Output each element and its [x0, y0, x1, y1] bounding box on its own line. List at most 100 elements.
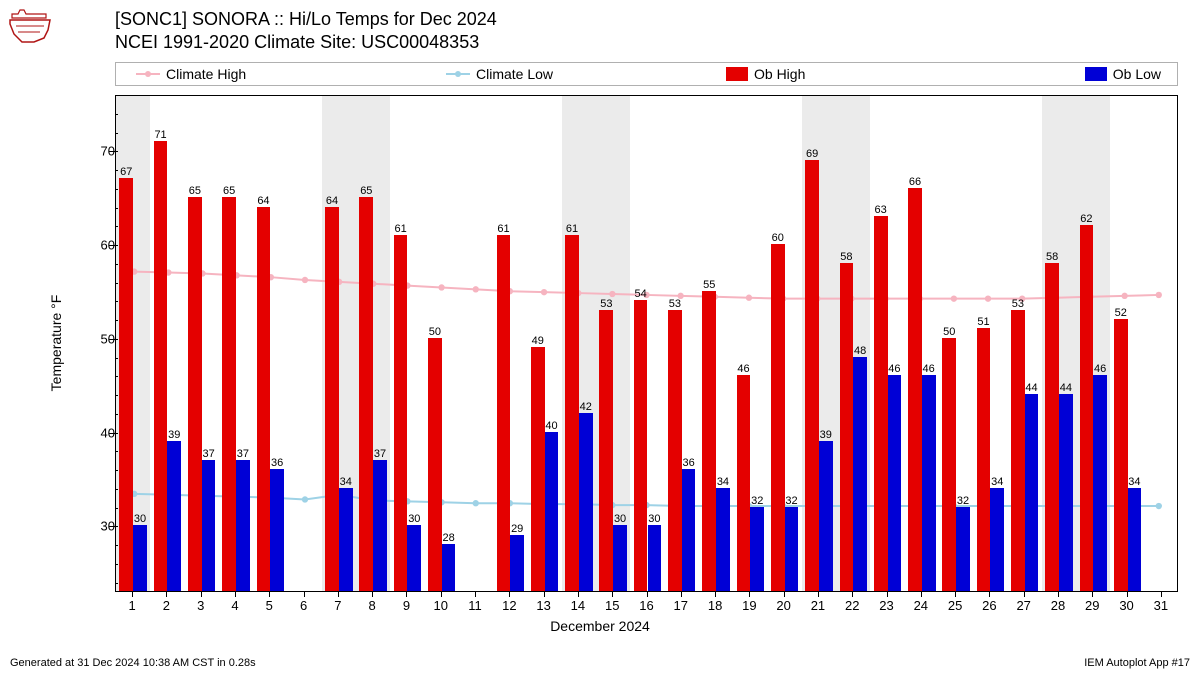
ob-low-label: 36	[271, 457, 283, 469]
legend-swatch-ob-low	[1085, 67, 1107, 81]
ob-high-label: 69	[806, 148, 818, 160]
ob-high-label: 54	[635, 288, 647, 300]
x-tick-mark	[166, 592, 167, 597]
x-tick-mark	[1092, 592, 1093, 597]
footer-generated: Generated at 31 Dec 2024 10:38 AM CST in…	[10, 657, 256, 669]
y-minor-tick	[115, 114, 118, 115]
title-line-1: [SONC1] SONORA :: Hi/Lo Temps for Dec 20…	[115, 8, 497, 31]
ob-high-label: 53	[669, 298, 681, 310]
climate-high-marker	[746, 295, 752, 301]
x-tick-label: 29	[1085, 598, 1099, 613]
ob-high-bar	[394, 235, 408, 591]
x-tick-mark	[1127, 592, 1128, 597]
x-tick-label: 12	[502, 598, 516, 613]
y-minor-tick	[115, 226, 118, 227]
x-tick-label: 24	[914, 598, 928, 613]
ob-high-bar	[119, 178, 133, 591]
x-tick-label: 2	[163, 598, 170, 613]
x-tick-mark	[132, 592, 133, 597]
y-minor-tick	[115, 395, 118, 396]
ob-high-bar	[977, 328, 991, 591]
ob-high-bar	[908, 188, 922, 591]
ob-low-label: 32	[957, 495, 969, 507]
ob-low-bar	[167, 441, 181, 591]
ob-low-label: 30	[134, 513, 146, 525]
climate-high-marker	[302, 277, 308, 283]
x-tick-label: 27	[1016, 598, 1030, 613]
x-axis-label: December 2024	[0, 618, 1200, 634]
legend-label: Ob Low	[1113, 66, 1161, 82]
legend-climate-low: Climate Low	[446, 66, 553, 82]
ob-high-bar	[565, 235, 579, 591]
ob-high-label: 58	[840, 251, 852, 263]
ob-high-label: 64	[326, 195, 338, 207]
x-tick-label: 7	[334, 598, 341, 613]
x-tick-label: 14	[571, 598, 585, 613]
y-minor-tick	[115, 133, 118, 134]
ob-high-label: 51	[977, 316, 989, 328]
iem-logo	[6, 6, 54, 46]
ob-high-label: 53	[600, 298, 612, 310]
ob-low-bar	[853, 357, 867, 591]
ob-low-label: 46	[888, 363, 900, 375]
ob-low-label: 34	[340, 476, 352, 488]
footer-app: IEM Autoplot App #17	[1084, 657, 1190, 669]
ob-high-label: 71	[154, 129, 166, 141]
ob-low-label: 34	[1128, 476, 1140, 488]
ob-low-bar	[819, 441, 833, 591]
y-minor-tick	[115, 358, 118, 359]
ob-low-bar	[613, 525, 627, 591]
ob-low-label: 37	[374, 448, 386, 460]
ob-high-bar	[942, 338, 956, 591]
y-minor-tick	[115, 170, 118, 171]
x-tick-label: 16	[639, 598, 653, 613]
ob-high-label: 62	[1080, 213, 1092, 225]
x-tick-label: 13	[536, 598, 550, 613]
ob-high-label: 61	[394, 223, 406, 235]
legend-label: Climate Low	[476, 66, 553, 82]
ob-high-bar	[805, 160, 819, 591]
ob-low-bar	[785, 507, 799, 591]
x-tick-label: 10	[434, 598, 448, 613]
ob-low-bar	[236, 460, 250, 591]
x-tick-mark	[749, 592, 750, 597]
x-tick-mark	[818, 592, 819, 597]
x-tick-label: 9	[403, 598, 410, 613]
ob-low-bar	[750, 507, 764, 591]
ob-low-bar	[442, 544, 456, 591]
y-minor-tick	[115, 470, 118, 471]
climate-low-marker	[473, 500, 479, 506]
ob-low-label: 30	[614, 513, 626, 525]
climate-high-marker	[541, 289, 547, 295]
ob-high-label: 66	[909, 176, 921, 188]
ob-high-bar	[325, 207, 339, 591]
ob-high-label: 49	[532, 335, 544, 347]
ob-low-bar	[202, 460, 216, 591]
x-tick-label: 1	[129, 598, 136, 613]
ob-high-label: 63	[875, 204, 887, 216]
legend-line-climate-high	[136, 73, 160, 75]
x-tick-label: 3	[197, 598, 204, 613]
ob-low-label: 30	[648, 513, 660, 525]
ob-low-bar	[510, 535, 524, 591]
legend: Climate High Climate Low Ob High Ob Low	[115, 62, 1178, 86]
x-tick-label: 6	[300, 598, 307, 613]
legend-ob-high: Ob High	[726, 66, 805, 82]
ob-low-label: 44	[1060, 382, 1072, 394]
ob-high-label: 65	[189, 185, 201, 197]
x-tick-mark	[304, 592, 305, 597]
x-tick-mark	[955, 592, 956, 597]
chart-title: [SONC1] SONORA :: Hi/Lo Temps for Dec 20…	[115, 8, 497, 53]
y-minor-tick	[115, 526, 118, 527]
x-tick-label: 5	[266, 598, 273, 613]
x-tick-mark	[441, 592, 442, 597]
ob-high-bar	[154, 141, 168, 591]
x-tick-label: 20	[776, 598, 790, 613]
y-minor-tick	[115, 151, 118, 152]
x-tick-label: 4	[231, 598, 238, 613]
y-minor-tick	[115, 320, 118, 321]
x-tick-label: 22	[845, 598, 859, 613]
ob-low-label: 37	[237, 448, 249, 460]
x-tick-label: 15	[605, 598, 619, 613]
ob-high-bar	[702, 291, 716, 591]
